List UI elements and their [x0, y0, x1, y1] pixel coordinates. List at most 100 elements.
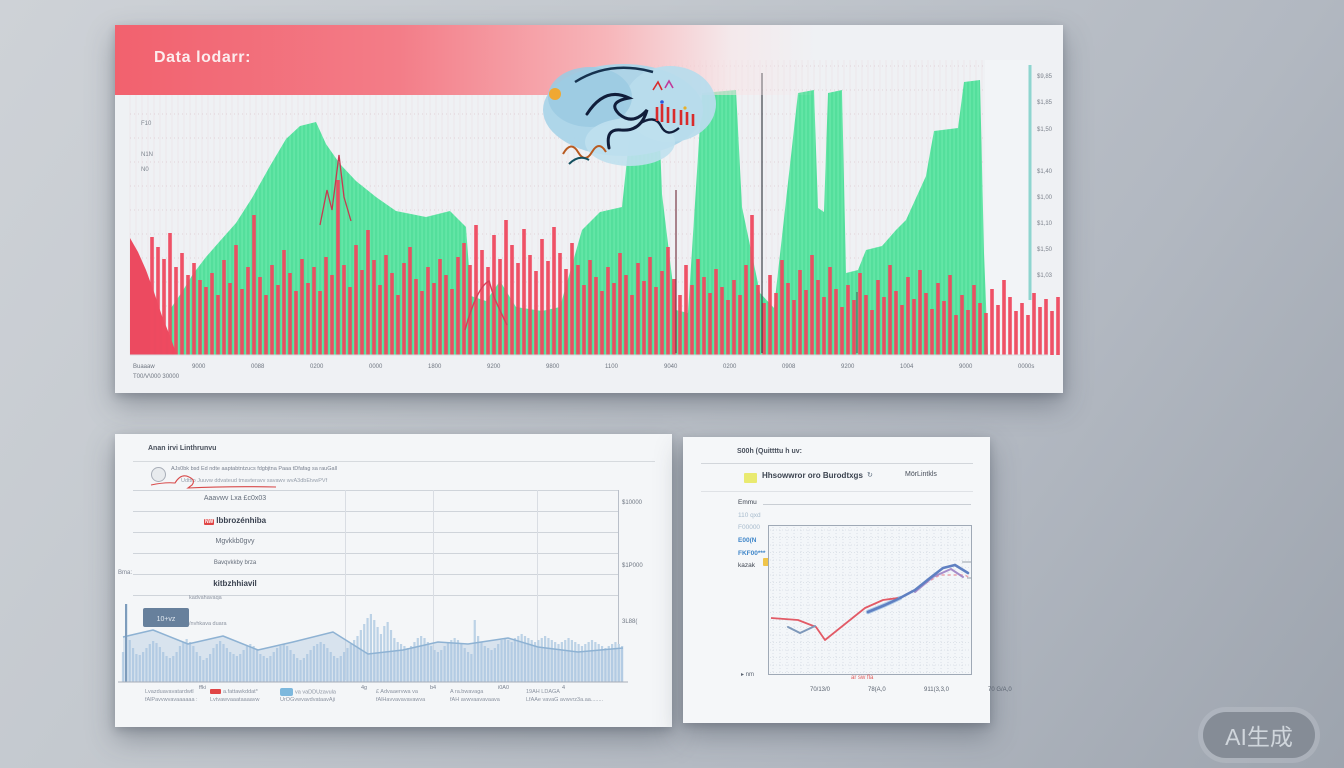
y-axis-label: N0	[141, 167, 149, 173]
legend-group: A ra.bwavaga fAH avwvaavavaava	[450, 688, 528, 704]
series-label: E00(N	[738, 537, 757, 544]
legend-group: Lvazduavavatardwtl fAlPavvwvavaaaaaa :	[145, 688, 223, 704]
x-axis-label: 0200	[310, 364, 324, 370]
table-row-line	[133, 532, 618, 533]
side-axis-label: Bma:	[118, 570, 133, 576]
table-row: Bavqvkkby brza	[165, 560, 305, 566]
table-column-line	[537, 490, 538, 680]
blob-scribble	[585, 93, 649, 150]
legend-group: va vaDDUzavula UrOGvwvavdvataavAji	[280, 688, 358, 704]
table-row-line	[133, 553, 618, 554]
red-annotation: ar sw fla	[851, 675, 874, 681]
value-label: 3L88(	[622, 619, 638, 625]
table-row: Aaavwv Lxa £c0x03	[165, 495, 305, 502]
x-axis-label: 9000	[192, 364, 206, 370]
table-row: kitbzhhiavil	[165, 579, 305, 588]
table-column-line	[345, 490, 346, 680]
note-line-2: Udtttp Juuvw ddvateud tmavteravv savawv …	[181, 478, 328, 484]
x-axis-sublabel: T00/V\000 30000	[133, 374, 180, 380]
highlight-badge	[744, 473, 757, 483]
x-axis: Buaaaw 9000 0088 0200 0000 1800 9200 9800 1100 90…	[130, 361, 1063, 389]
watermark-label: AI生成	[1225, 724, 1293, 750]
x-axis-label: 0200	[723, 364, 737, 370]
x-axis-label: 70 G/A,0	[988, 687, 1012, 693]
refresh-icon[interactable]: ↻	[867, 472, 873, 479]
row-label: Ibbrozénhiba	[216, 516, 267, 525]
row-label: Mgvkkb0gvy	[215, 538, 255, 545]
blue-legend-icon	[280, 688, 293, 696]
x-axis-label: 0000s	[1018, 364, 1035, 370]
row-label: Bavqvkkby brza	[213, 560, 257, 566]
top-dashboard-panel: Data lodarr: F10 N1N N0 $9,85 $1,85 $1,50 $1,…	[115, 25, 1063, 393]
x-axis-label: 911(3,3,0	[924, 687, 949, 693]
panel-title: Anan irvi Linthrunvu	[148, 445, 217, 452]
x-axis-label: 9800	[546, 364, 560, 370]
top-chart-canvas	[129, 60, 1060, 356]
blob-scribble	[638, 118, 680, 134]
legend-text: Lvazduavavatardwtl	[145, 689, 194, 695]
legend-text: £ Advaaervwa va	[376, 689, 418, 695]
bottom-right-panel: S00h (Quittttu h uv: Hhsowwror oro Burod…	[683, 437, 1012, 723]
y-axis-label: $1,50	[1037, 127, 1053, 133]
legend-group: a.fattawkddat* Lvtvawvaaataaaavw	[210, 688, 288, 704]
red-legend-icon	[210, 689, 221, 695]
legend-text: va vaDDUzavula	[280, 688, 358, 696]
legend-group: £ Advaaervwa va fAlHavvavavavawva	[376, 688, 454, 704]
info-icon[interactable]	[151, 467, 166, 482]
series-label: F00000	[738, 524, 761, 531]
x-axis-label: 9000	[959, 364, 973, 370]
table-row-line	[133, 490, 618, 491]
tooltip-label: 10+vz	[157, 616, 176, 623]
chart-annotation: /nvhkava duara	[189, 621, 227, 627]
x-tick-label: 4	[562, 685, 566, 691]
line-chart-canvas	[768, 525, 972, 675]
legend-text: a.fattawkddat*	[210, 688, 288, 696]
y-axis-label: $1,03	[1037, 273, 1053, 279]
panel-title: S00h (Quittttu h uv:	[737, 448, 802, 455]
legend-group: 19AH LDAGA LfAAe vavaG avwvrz3a.aa.......…	[526, 688, 604, 704]
legend-text: fAlHavvavavavawva	[376, 697, 426, 703]
x-axis-label: 70/13/0	[810, 687, 831, 693]
x-axis-label: 0088	[251, 364, 265, 370]
note-line-1: AJs0bk bsd Ed ndte aaptabtntzucs fdgbjtn…	[171, 466, 338, 472]
table-row: NW Ibbrozénhiba	[165, 516, 305, 525]
x-axis-label: 9200	[487, 364, 501, 370]
x-tick-label: 4g	[361, 685, 368, 691]
y-axis-label: $1,50	[1037, 247, 1053, 253]
table-row-line	[133, 511, 618, 512]
series-label: Emmu	[738, 499, 757, 506]
x-axis-label: 9040	[664, 364, 678, 370]
legend-text: UrOGvwvavdvataavAji	[280, 697, 336, 704]
blob-scribble	[568, 156, 590, 165]
x-axis-label: 1800	[428, 364, 442, 370]
x-axis-label: 0908	[782, 364, 796, 370]
blob-orange-dot	[549, 88, 561, 100]
decorative-blob	[543, 64, 716, 166]
legend-text: A ra.bwavaga	[450, 689, 484, 695]
yellow-icon	[763, 558, 771, 566]
x-axis-label: 1004	[900, 364, 914, 370]
bottom-left-panel: Anan irvi Linthrunvu AJs0bk bsd Ed ndte …	[115, 434, 672, 727]
right-link[interactable]: MörLintkls	[905, 471, 937, 478]
legend-text: LfAAe vavaG avwvrz3a.aa........	[526, 697, 604, 703]
y-axis-label: $9,85	[1037, 74, 1053, 80]
value-label: $10000	[622, 500, 643, 506]
legend-text: 19AH LDAGA	[526, 689, 560, 695]
chart-subtitle: Hhsowwror oro Burodtxgs	[762, 471, 863, 480]
red-scribble	[150, 475, 277, 489]
table-row: Mgvkkb0gvy	[165, 538, 305, 545]
y-axis-label: $1,10	[1037, 221, 1053, 227]
ai-generated-watermark: AI生成	[1203, 712, 1315, 758]
x-axis-label: 9200	[841, 364, 855, 370]
blob-red-glyphs	[652, 79, 695, 126]
row-label: kitbzhhiavil	[213, 579, 257, 588]
x-axis-label: 78(A,0	[868, 687, 886, 693]
corner-label: ▸ nm	[741, 672, 755, 678]
y-axis-label: $1,40	[1037, 169, 1053, 175]
panel-title: Data lodarr:	[154, 49, 251, 66]
table-column-line	[433, 490, 434, 680]
table-row-line	[133, 595, 618, 596]
chart-annotation: kadvahavaqa	[189, 595, 222, 601]
y-axis-label: $1,00	[1037, 195, 1053, 201]
value-label: $1P000	[622, 563, 643, 569]
